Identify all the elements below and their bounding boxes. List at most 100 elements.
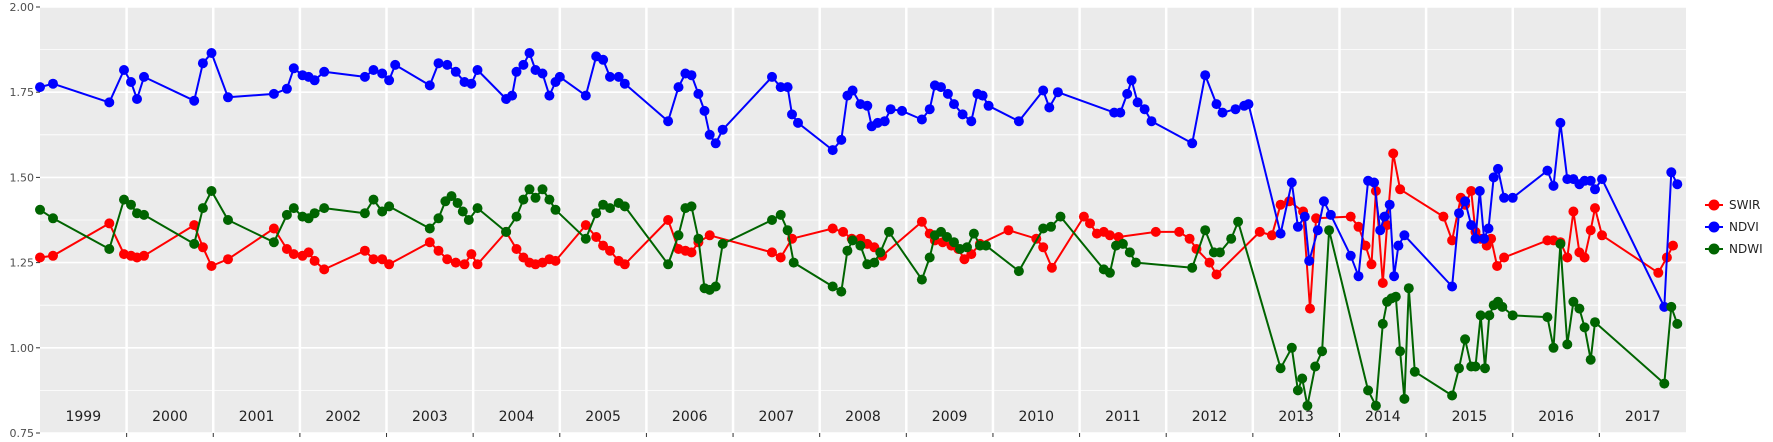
data-point [936,82,946,93]
legend-item-swir: SWIR [1705,198,1760,212]
data-point [223,92,233,103]
data-point [1399,230,1410,241]
data-point [710,138,721,149]
data-point [1590,317,1600,328]
data-point [693,88,704,99]
data-point [1399,393,1410,404]
data-point [827,281,838,292]
data-point [1390,291,1401,302]
data-point [1574,303,1585,314]
data-point [524,48,535,58]
legend-label: NDWI [1729,242,1763,256]
data-point [827,145,838,156]
data-point [377,68,388,79]
data-point [1403,283,1414,294]
data-point [1302,400,1313,411]
data-point [309,255,320,266]
data-point [869,257,880,268]
data-point [1388,148,1399,159]
data-point [1438,211,1449,222]
data-point [1579,322,1590,333]
data-point [223,254,233,265]
data-point [457,206,468,217]
data-point [1044,102,1055,113]
data-point [442,254,453,265]
data-point [1275,363,1286,374]
data-point [1254,226,1265,237]
y-tick-label: 1.25 [10,257,35,270]
data-point [48,250,58,261]
data-point [424,237,435,248]
data-point [580,90,591,101]
data-point [544,194,555,205]
data-point [1499,192,1510,203]
data-point [1266,230,1277,241]
data-point [1377,318,1388,329]
data-point [281,83,292,94]
data-point [875,247,886,258]
year-label: 2010 [1018,409,1054,425]
data-point [686,247,697,258]
data-point [580,220,591,231]
data-point [1055,211,1066,222]
y-tick-label: 0.75 [10,427,35,440]
data-point [537,68,548,79]
data-point [1585,225,1596,236]
data-point [518,59,529,70]
data-point [511,66,522,77]
data-point [368,65,379,75]
data-point [1507,310,1518,321]
y-tick-label: 2.00 [10,1,35,14]
data-point [197,203,208,214]
year-label: 2006 [672,409,708,425]
data-point [537,184,548,195]
year-label: 2011 [1105,409,1141,425]
data-point [598,240,609,251]
data-point [368,194,379,205]
data-point [1233,216,1244,227]
data-point [1480,363,1490,374]
data-point [673,230,684,241]
data-point [1360,240,1371,251]
data-point [1470,233,1481,244]
data-point [710,281,721,292]
data-point [966,116,977,127]
data-point [1597,174,1607,185]
data-point [1124,247,1135,258]
data-point [1187,262,1198,273]
data-point [1568,206,1579,217]
data-point [1085,218,1095,229]
data-point [1104,230,1115,241]
data-point [1666,301,1677,312]
data-point [1304,255,1315,266]
data-point [663,259,674,270]
data-point [452,198,463,208]
data-point [1590,184,1600,195]
data-point [862,100,873,111]
data-point [1130,257,1141,268]
legend-key-point [1708,243,1720,255]
data-point [466,78,477,89]
data-point [1585,354,1596,365]
data-point [1454,363,1464,374]
series-layer [35,48,1683,411]
data-point [949,237,959,248]
data-point [1395,184,1406,195]
data-point [1409,366,1420,377]
data-point [1389,271,1400,282]
data-point [1038,223,1049,234]
data-point [673,82,684,93]
data-point [949,99,959,110]
data-point [268,223,279,234]
data-point [288,249,299,260]
year-label: 2012 [1192,409,1228,425]
data-point [1562,339,1573,350]
data-point [1139,104,1150,115]
data-point [885,104,896,115]
data-point [580,233,591,244]
data-point [1486,233,1497,244]
data-point [704,129,715,140]
data-point [942,88,953,99]
data-point [962,242,972,253]
data-point [104,218,115,229]
